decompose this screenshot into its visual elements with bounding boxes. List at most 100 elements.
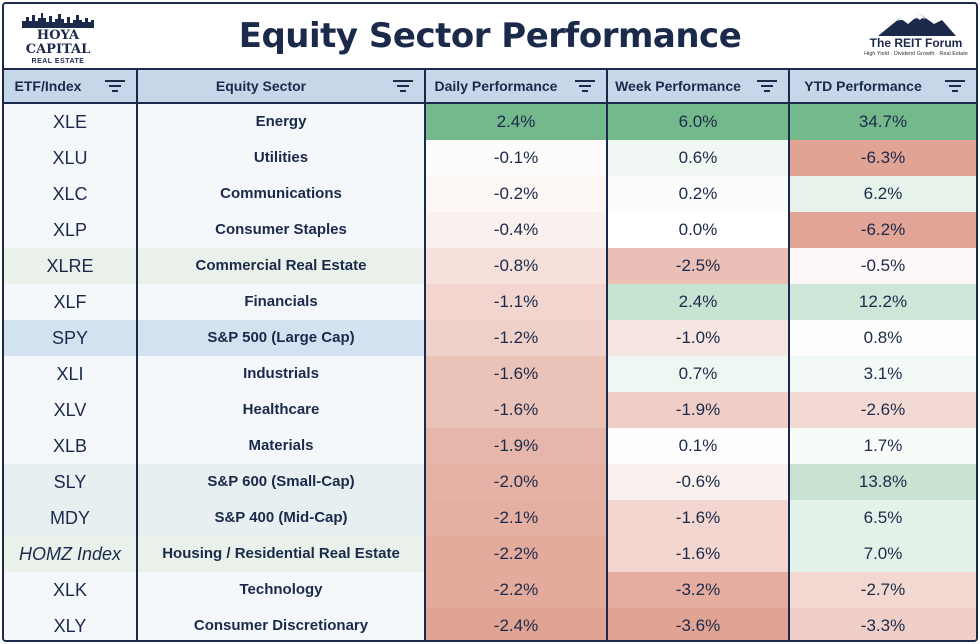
cell-sector: Materials [138, 428, 424, 464]
cell-ytd: 7.0% [790, 536, 976, 572]
cell-sector: Consumer Discretionary [138, 608, 424, 640]
table-row: XLB Materials -1.9% 0.1% 1.7% [4, 428, 976, 464]
cell-week: 6.0% [608, 104, 788, 140]
column-divider [606, 70, 608, 640]
title-banner: HOYA CAPITAL REAL ESTATE Equity Sector P… [4, 4, 976, 70]
cell-etf: HOMZ Index [4, 536, 136, 572]
cell-etf: XLP [4, 212, 136, 248]
column-header-label: Daily Performance [434, 78, 558, 94]
cell-daily: -0.8% [426, 248, 606, 284]
cell-daily: -0.1% [426, 140, 606, 176]
skyline-icon [22, 13, 94, 28]
cell-sector: Housing / Residential Real Estate [138, 536, 424, 572]
cell-week: 0.2% [608, 176, 788, 212]
table-row: XLI Industrials -1.6% 0.7% 3.1% [4, 356, 976, 392]
table-row: XLP Consumer Staples -0.4% 0.0% -6.2% [4, 212, 976, 248]
cell-etf: XLC [4, 176, 136, 212]
cell-etf: XLK [4, 572, 136, 608]
cell-sector: Financials [138, 284, 424, 320]
column-header-ytd: YTD Performance [790, 70, 976, 102]
column-header-daily: Daily Performance [426, 70, 606, 102]
filter-icon[interactable] [104, 78, 126, 94]
cell-ytd: 6.5% [790, 500, 976, 536]
cell-sector: S&P 500 (Large Cap) [138, 320, 424, 356]
filter-icon[interactable] [392, 78, 414, 94]
cell-week: -3.2% [608, 572, 788, 608]
filter-icon[interactable] [574, 78, 596, 94]
cell-sector: Technology [138, 572, 424, 608]
cell-sector: S&P 600 (Small-Cap) [138, 464, 424, 500]
table-row: XLU Utilities -0.1% 0.6% -6.3% [4, 140, 976, 176]
cell-etf: XLU [4, 140, 136, 176]
cell-daily: 2.4% [426, 104, 606, 140]
cell-daily: -1.2% [426, 320, 606, 356]
cell-week: -1.0% [608, 320, 788, 356]
cell-week: 0.6% [608, 140, 788, 176]
cell-daily: -1.6% [426, 356, 606, 392]
filter-icon[interactable] [944, 78, 966, 94]
hoya-capital-logo: HOYA CAPITAL REAL ESTATE [20, 12, 96, 65]
cell-ytd: 6.2% [790, 176, 976, 212]
column-header-label: Equity Sector [215, 78, 307, 94]
cell-week: -0.6% [608, 464, 788, 500]
cell-week: 2.4% [608, 284, 788, 320]
cell-week: 0.0% [608, 212, 788, 248]
cell-daily: -2.2% [426, 536, 606, 572]
table-row: SPY S&P 500 (Large Cap) -1.2% -1.0% 0.8% [4, 320, 976, 356]
table-row: XLRE Commercial Real Estate -0.8% -2.5% -0.5… [4, 248, 976, 284]
table-header: ETF/Index Equity Sector Daily Performanc… [4, 70, 976, 104]
column-header-label: Week Performance [615, 78, 741, 94]
cell-etf: SLY [4, 464, 136, 500]
cell-ytd: 12.2% [790, 284, 976, 320]
cell-sector: Communications [138, 176, 424, 212]
cell-week: -1.6% [608, 536, 788, 572]
cell-daily: -2.4% [426, 608, 606, 640]
table-row: XLF Financials -1.1% 2.4% 12.2% [4, 284, 976, 320]
cell-daily: -1.6% [426, 392, 606, 428]
cell-sector: S&P 400 (Mid-Cap) [138, 500, 424, 536]
cell-etf: XLV [4, 392, 136, 428]
cell-sector: Utilities [138, 140, 424, 176]
cell-sector: Commercial Real Estate [138, 248, 424, 284]
column-header-sector: Equity Sector [138, 70, 424, 102]
cell-ytd: 3.1% [790, 356, 976, 392]
cell-etf: XLB [4, 428, 136, 464]
cell-sector: Consumer Staples [138, 212, 424, 248]
table-row: HOMZ Index Housing / Residential Real Est… [4, 536, 976, 572]
cell-etf: XLI [4, 356, 136, 392]
cell-ytd: 1.7% [790, 428, 976, 464]
cell-ytd: -0.5% [790, 248, 976, 284]
table-row: SLY S&P 600 (Small-Cap) -2.0% -0.6% 13.8% [4, 464, 976, 500]
cell-week: 0.7% [608, 356, 788, 392]
cell-ytd: -3.3% [790, 608, 976, 640]
cell-etf: XLRE [4, 248, 136, 284]
table-row: XLV Healthcare -1.6% -1.9% -2.6% [4, 392, 976, 428]
filter-icon[interactable] [756, 78, 778, 94]
cell-week: -3.6% [608, 608, 788, 640]
cell-ytd: 34.7% [790, 104, 976, 140]
reit-forum-logo: The REIT Forum High Yield · Dividend Gro… [864, 12, 968, 64]
table-body: XLE Energy 2.4% 6.0% 34.7% XLU Utilities -0.1% 0… [4, 104, 976, 640]
cell-daily: -2.0% [426, 464, 606, 500]
cell-sector: Healthcare [138, 392, 424, 428]
table-row: XLY Consumer Discretionary -2.4% -3.6% -3.3% [4, 608, 976, 640]
logo-left-line2: REAL ESTATE [31, 58, 85, 65]
cell-daily: -0.2% [426, 176, 606, 212]
cell-daily: -1.9% [426, 428, 606, 464]
cell-ytd: 13.8% [790, 464, 976, 500]
cell-daily: -2.1% [426, 500, 606, 536]
cell-etf: XLF [4, 284, 136, 320]
logo-left-line1: HOYA CAPITAL [25, 28, 91, 57]
column-header-week: Week Performance [608, 70, 788, 102]
cell-sector: Industrials [138, 356, 424, 392]
table-row: XLE Energy 2.4% 6.0% 34.7% [4, 104, 976, 140]
cell-ytd: -2.7% [790, 572, 976, 608]
cell-ytd: -2.6% [790, 392, 976, 428]
table-row: XLK Technology -2.2% -3.2% -2.7% [4, 572, 976, 608]
column-header-label: YTD Performance [804, 78, 922, 94]
cell-etf: MDY [4, 500, 136, 536]
cell-daily: -0.4% [426, 212, 606, 248]
column-divider [424, 70, 426, 640]
cell-etf: XLE [4, 104, 136, 140]
